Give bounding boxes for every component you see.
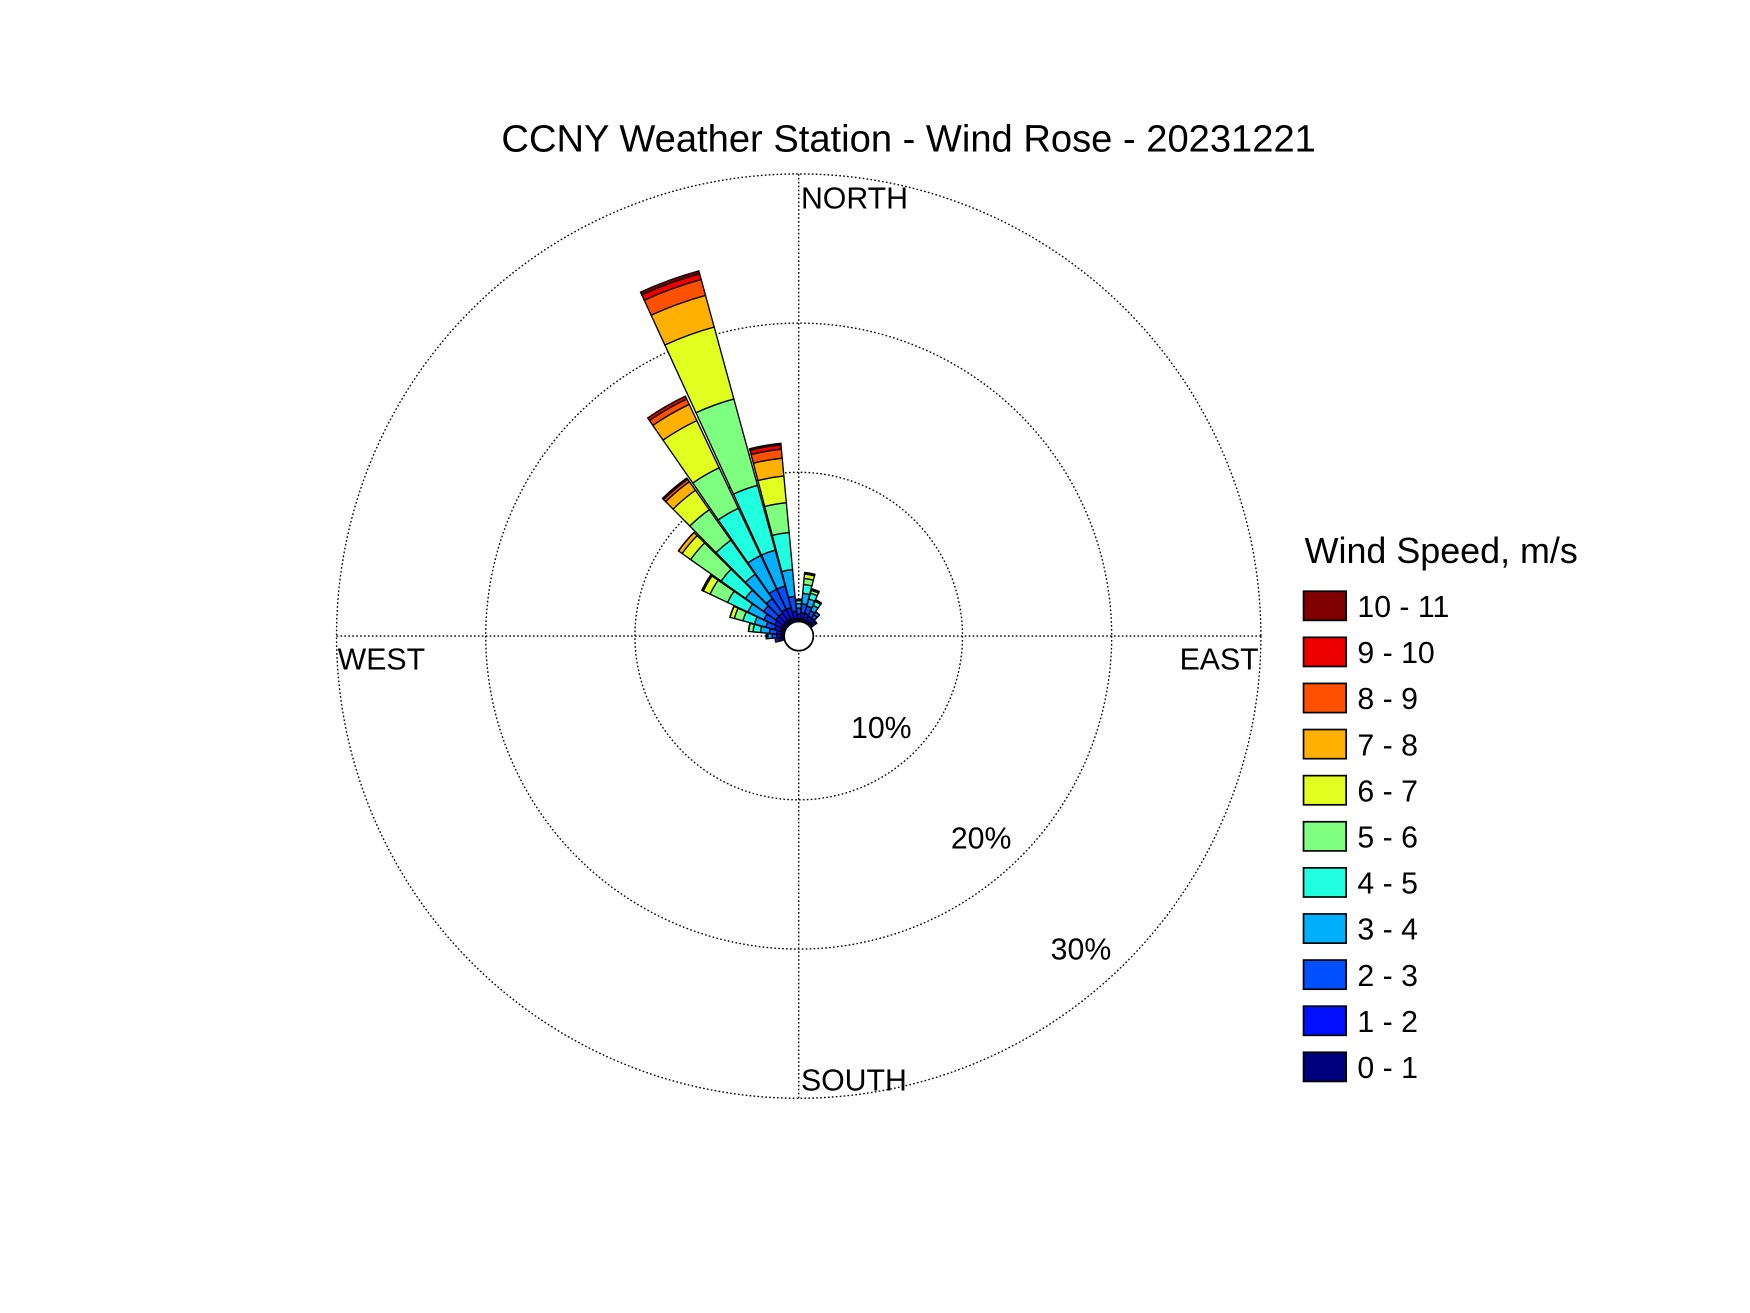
- r-tick-label: 20%: [951, 823, 1012, 856]
- direction-label: NORTH: [801, 183, 908, 216]
- legend-label: 4 - 5: [1357, 868, 1418, 901]
- r-tick-label: 10%: [851, 712, 912, 745]
- legend-swatch: [1302, 959, 1347, 991]
- wind-segment: [701, 574, 712, 591]
- wind-segment: [639, 270, 701, 296]
- legend-label: 1 - 2: [1357, 1006, 1418, 1039]
- legend-swatch: [1302, 728, 1347, 760]
- direction-label: SOUTH: [801, 1064, 907, 1097]
- legend-label: 10 - 11: [1357, 591, 1449, 624]
- direction-label: EAST: [1180, 644, 1259, 677]
- legend-label: 8 - 9: [1357, 683, 1418, 716]
- wind-segment: [815, 611, 820, 616]
- chart-title: CCNY Weather Station - Wind Rose - 20231…: [501, 117, 1315, 160]
- legend-swatch: [1302, 774, 1347, 806]
- legend-swatch: [1302, 913, 1347, 944]
- legend-swatch: [1302, 682, 1347, 714]
- legend-label: 0 - 1: [1357, 1052, 1418, 1085]
- wind-segment: [813, 620, 818, 624]
- grid-ring: [634, 471, 964, 801]
- legend-swatch: [1302, 820, 1347, 852]
- direction-label: WEST: [338, 644, 425, 677]
- legend-label: 2 - 3: [1357, 960, 1418, 993]
- wind-segment: [677, 531, 695, 552]
- wind-segment: [815, 599, 822, 604]
- legend-swatch: [1302, 867, 1347, 898]
- wind-segment: [804, 571, 816, 576]
- legend-label: 9 - 10: [1357, 637, 1434, 670]
- legend-title: Wind Speed, m/s: [1305, 531, 1578, 571]
- wind-segment: [774, 638, 777, 643]
- legend-swatch: [1302, 1051, 1347, 1083]
- grid-ring: [335, 173, 1262, 1099]
- r-tick-label: 30%: [1051, 934, 1112, 967]
- legend-label: 7 - 8: [1357, 729, 1418, 762]
- legend-swatch: [1302, 590, 1347, 622]
- wind-segment: [729, 606, 735, 618]
- center-hole: [783, 620, 815, 652]
- wind-segment: [748, 442, 782, 452]
- legend-swatch: [1302, 636, 1347, 668]
- grid-ring: [485, 322, 1113, 950]
- legend-swatch: [1302, 1005, 1347, 1037]
- legend-label: 3 - 4: [1357, 914, 1418, 947]
- legend-label: 5 - 6: [1357, 822, 1418, 855]
- legend-label: 6 - 7: [1357, 775, 1418, 808]
